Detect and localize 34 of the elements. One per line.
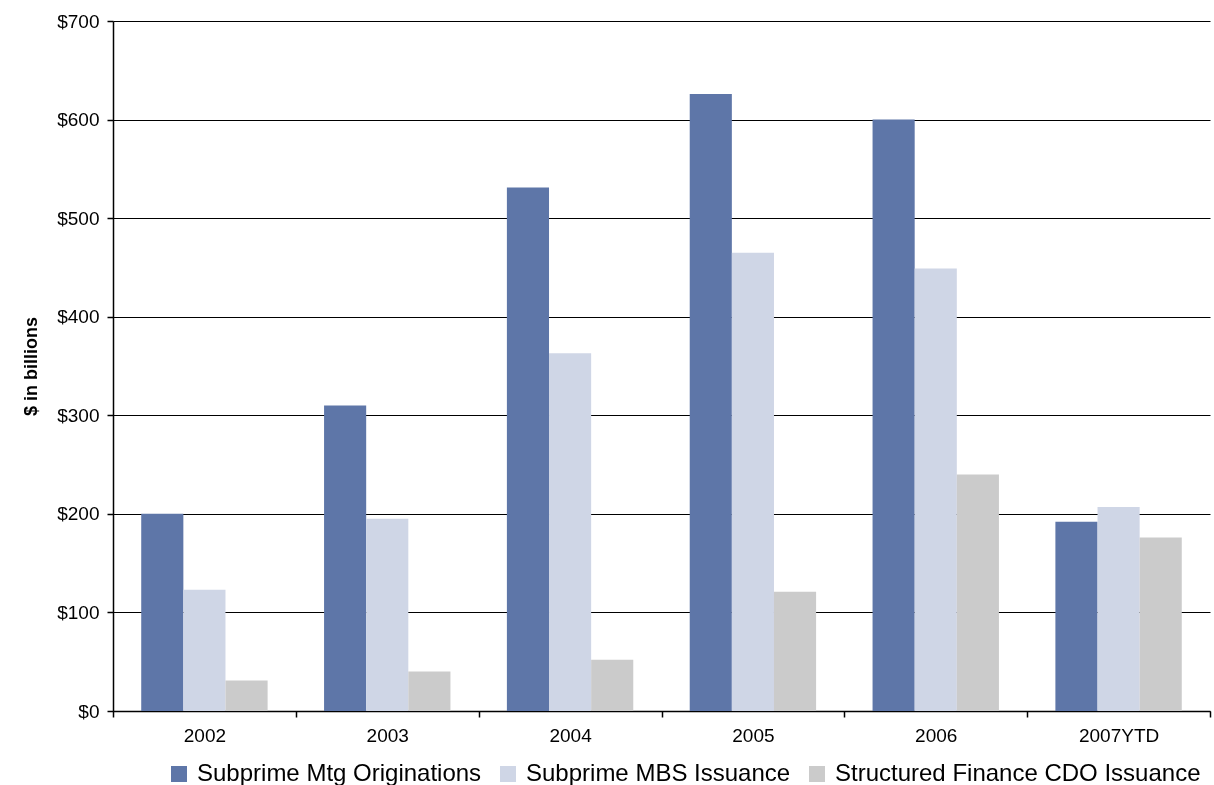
bar bbox=[183, 589, 226, 711]
y-tick-label: $700 bbox=[57, 10, 100, 32]
bar bbox=[366, 518, 409, 711]
x-tick-label: 2005 bbox=[732, 724, 775, 746]
y-tick-label: $500 bbox=[57, 207, 100, 229]
bar bbox=[324, 405, 367, 711]
bar bbox=[872, 119, 915, 711]
bar bbox=[956, 474, 999, 711]
y-tick-label: $600 bbox=[57, 109, 100, 131]
bar bbox=[773, 591, 817, 711]
y-axis-title: $ in billions bbox=[21, 316, 42, 417]
legend-label: Structured Finance CDO Issuance bbox=[835, 759, 1201, 785]
x-tick-label: 2002 bbox=[183, 724, 227, 746]
bar bbox=[914, 268, 957, 711]
x-tick-label: 2004 bbox=[549, 724, 593, 746]
y-tick-label: $300 bbox=[57, 404, 100, 426]
bar bbox=[141, 513, 184, 711]
y-tick-label: $200 bbox=[57, 503, 100, 525]
y-tick-label: $100 bbox=[57, 601, 100, 623]
bar bbox=[1139, 537, 1182, 711]
y-tick-label: $400 bbox=[57, 306, 100, 328]
bar bbox=[731, 252, 774, 711]
bar bbox=[225, 680, 268, 711]
x-tick-label: 2003 bbox=[366, 724, 409, 746]
bar bbox=[689, 93, 732, 711]
bar bbox=[1097, 506, 1140, 711]
y-tick-label: $0 bbox=[78, 700, 100, 722]
x-tick-label: 2006 bbox=[915, 724, 958, 746]
x-tick-label: 2007YTD bbox=[1078, 724, 1160, 746]
bar bbox=[591, 659, 634, 711]
bar bbox=[408, 671, 451, 711]
bar bbox=[549, 353, 592, 711]
bar bbox=[506, 187, 550, 711]
bar bbox=[1055, 521, 1098, 711]
